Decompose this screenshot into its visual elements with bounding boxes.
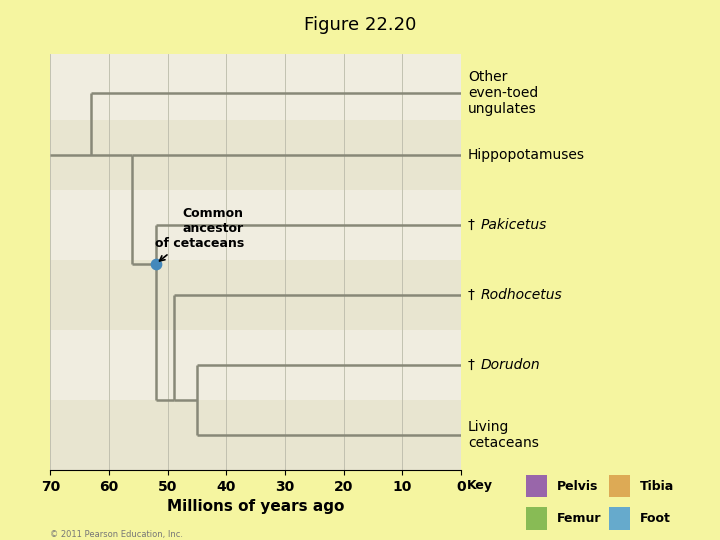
Text: †: † bbox=[468, 358, 475, 372]
Text: †: † bbox=[468, 218, 475, 232]
Point bbox=[150, 260, 162, 268]
Bar bbox=[50, 120, 461, 190]
Bar bbox=[50, 260, 461, 330]
Text: Tibia: Tibia bbox=[640, 480, 675, 492]
Text: Key: Key bbox=[467, 480, 492, 492]
Text: Femur: Femur bbox=[557, 512, 602, 525]
Bar bbox=[526, 475, 547, 497]
Bar bbox=[609, 507, 630, 530]
Text: Rodhocetus: Rodhocetus bbox=[481, 288, 563, 302]
Bar bbox=[609, 475, 630, 497]
Text: Pakicetus: Pakicetus bbox=[481, 218, 547, 232]
Text: Hippopotamuses: Hippopotamuses bbox=[468, 148, 585, 162]
Bar bbox=[50, 190, 461, 260]
Text: Dorudon: Dorudon bbox=[481, 358, 541, 372]
Bar bbox=[50, 330, 461, 400]
X-axis label: Millions of years ago: Millions of years ago bbox=[167, 499, 344, 514]
Text: © 2011 Pearson Education, Inc.: © 2011 Pearson Education, Inc. bbox=[50, 530, 184, 539]
Text: †: † bbox=[468, 288, 475, 302]
Text: Common
ancestor
of cetaceans: Common ancestor of cetaceans bbox=[155, 207, 244, 261]
Text: Living
cetaceans: Living cetaceans bbox=[468, 420, 539, 450]
Text: Foot: Foot bbox=[640, 512, 671, 525]
Bar bbox=[50, 400, 461, 470]
Text: Pelvis: Pelvis bbox=[557, 480, 598, 492]
Text: Other
even-toed
ungulates: Other even-toed ungulates bbox=[468, 70, 539, 116]
Text: Figure 22.20: Figure 22.20 bbox=[304, 16, 416, 34]
Bar bbox=[526, 507, 547, 530]
Bar bbox=[50, 54, 461, 120]
